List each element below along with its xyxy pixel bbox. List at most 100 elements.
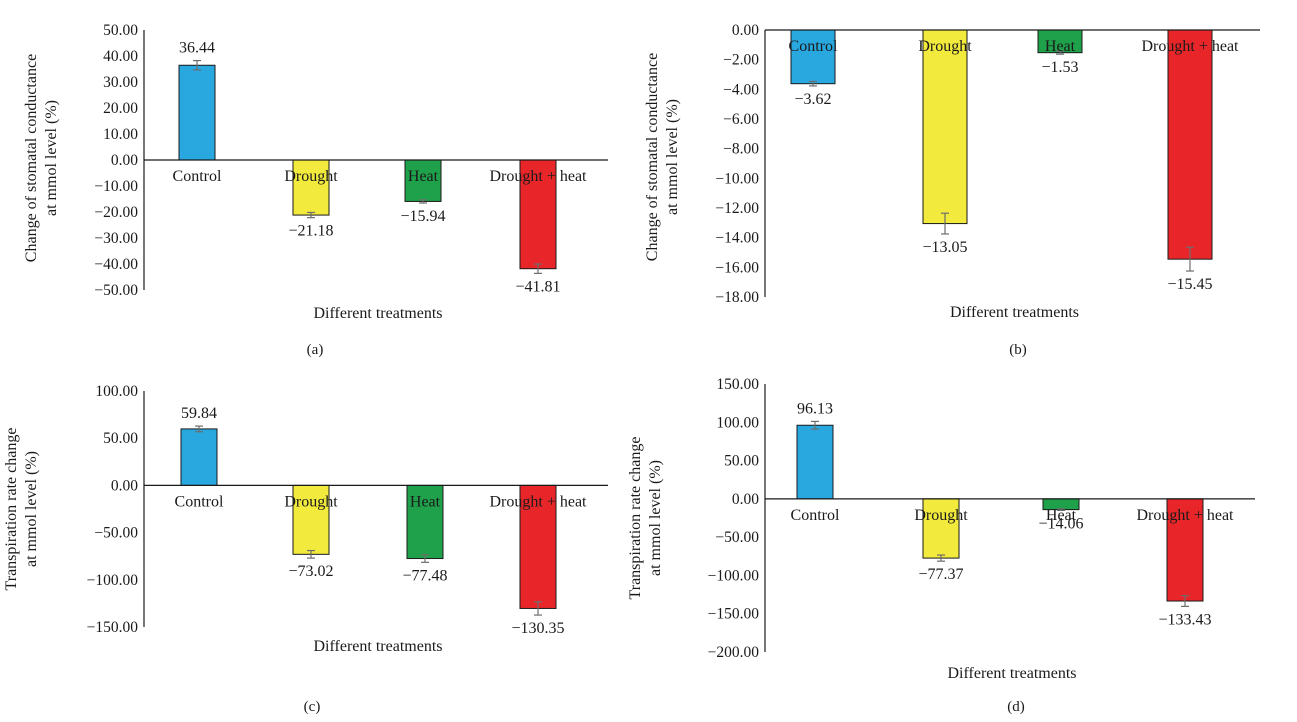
y-tick-label: −16.00 bbox=[715, 259, 759, 276]
y-tick-label: 50.00 bbox=[724, 453, 759, 470]
y-tick-label: −10.00 bbox=[715, 170, 759, 187]
y-tick-label: −40.00 bbox=[94, 256, 138, 273]
data-label: 59.84 bbox=[181, 405, 217, 422]
chart-panel-a: 50.00 40.00 30.00 20.00 10.00 0.00 −10.00 −20.0… bbox=[23, 22, 608, 358]
x-category-label: Control bbox=[175, 493, 224, 510]
x-axis-title: Different treatments bbox=[314, 638, 443, 655]
chart-panel-c: 100.00 50.00 0.00 −50.00 −100.00 −150.00 59.84… bbox=[3, 383, 608, 715]
y-tick-label: −2.00 bbox=[723, 52, 759, 69]
y-axis-title-line: at mmol level (%) bbox=[23, 451, 40, 567]
bar-heat bbox=[404, 159, 442, 202]
y-tick-label: −100.00 bbox=[87, 572, 139, 589]
y-axis-title-line: at mmol level (%) bbox=[647, 460, 664, 576]
panel-label: (b) bbox=[1009, 342, 1027, 358]
x-category-label: Heat bbox=[1046, 507, 1077, 524]
data-label: −130.35 bbox=[511, 620, 564, 637]
y-axis-title-line: Transpiration rate change bbox=[627, 437, 644, 600]
y-tick-label: 150.00 bbox=[716, 376, 759, 393]
panel-label: (c) bbox=[304, 699, 321, 715]
bar-control bbox=[178, 64, 216, 161]
x-axis-title: Different treatments bbox=[948, 665, 1077, 682]
data-label: −77.37 bbox=[918, 566, 963, 583]
bar-control bbox=[796, 424, 834, 500]
bar-drought-heat bbox=[519, 484, 557, 609]
y-tick-label: −200.00 bbox=[708, 644, 760, 661]
y-tick-label: −4.00 bbox=[723, 81, 759, 98]
y-axis-title: Transpiration rate change at mmol level (… bbox=[627, 437, 664, 600]
y-tick-label: 100.00 bbox=[95, 383, 138, 400]
y-tick-label: −50.00 bbox=[94, 525, 138, 542]
bar-control bbox=[180, 428, 218, 486]
data-label: 36.44 bbox=[179, 40, 215, 57]
bar-drought bbox=[922, 29, 968, 225]
y-axis-title-line: at mmol level (%) bbox=[43, 100, 60, 216]
y-tick-label: 50.00 bbox=[103, 430, 138, 447]
y-tick-label: −8.00 bbox=[723, 141, 759, 158]
x-category-label: Control bbox=[789, 38, 838, 55]
x-axis-title: Different treatments bbox=[314, 305, 443, 322]
y-tick-label: −12.00 bbox=[715, 200, 759, 217]
data-label: −3.62 bbox=[794, 91, 831, 108]
data-label: −13.05 bbox=[922, 239, 967, 256]
data-label: −1.53 bbox=[1041, 59, 1078, 76]
y-axis-title-line: Transpiration rate change bbox=[3, 428, 20, 591]
data-label: −15.45 bbox=[1167, 276, 1212, 293]
x-category-label: Drought bbox=[918, 38, 972, 55]
y-tick-label: 10.00 bbox=[103, 126, 138, 143]
x-category-label: Heat bbox=[408, 168, 439, 185]
data-label: −21.18 bbox=[288, 223, 333, 240]
x-category-label: Drought + heat bbox=[490, 168, 588, 185]
data-label: −15.94 bbox=[400, 208, 445, 225]
x-category-label: Control bbox=[791, 507, 840, 524]
panel-label: (a) bbox=[307, 342, 324, 358]
y-axis-title-line: Change of stomatal conductance bbox=[644, 53, 661, 261]
y-tick-label: −14.00 bbox=[715, 230, 759, 247]
y-tick-label: 0.00 bbox=[111, 477, 138, 494]
panel-label: (d) bbox=[1007, 699, 1025, 715]
x-category-label: Heat bbox=[410, 493, 441, 510]
y-tick-label: −10.00 bbox=[94, 178, 138, 195]
chart-panel-d: 150.00 100.00 50.00 0.00 −50.00 −100.00 −150.0… bbox=[627, 376, 1255, 715]
x-category-label: Heat bbox=[1045, 38, 1076, 55]
y-tick-label: 40.00 bbox=[103, 48, 138, 65]
y-tick-label: 0.00 bbox=[732, 22, 759, 39]
x-category-label: Drought bbox=[284, 168, 338, 185]
y-tick-label: −6.00 bbox=[723, 111, 759, 128]
y-tick-label: −150.00 bbox=[708, 606, 760, 623]
y-tick-label: −100.00 bbox=[708, 567, 760, 584]
y-tick-label: −50.00 bbox=[715, 529, 759, 546]
y-tick-label: −20.00 bbox=[94, 204, 138, 221]
data-label: −41.81 bbox=[515, 278, 560, 295]
x-category-label: Drought + heat bbox=[1142, 38, 1240, 55]
y-tick-label: 30.00 bbox=[103, 74, 138, 91]
x-category-label: Drought + heat bbox=[1137, 507, 1235, 524]
y-axis-title: Change of stomatal conductance at mmol le… bbox=[23, 54, 60, 262]
y-axis-title-line: Change of stomatal conductance bbox=[23, 54, 40, 262]
x-category-label: Drought bbox=[914, 507, 968, 524]
x-axis-title: Different treatments bbox=[950, 304, 1079, 321]
bar-drought-heat bbox=[1166, 498, 1204, 602]
y-axis-title: Transpiration rate change at mmol level (… bbox=[3, 428, 40, 591]
y-tick-label: −50.00 bbox=[94, 282, 138, 299]
y-tick-label: −18.00 bbox=[715, 289, 759, 306]
data-label: −133.43 bbox=[1158, 611, 1211, 628]
y-tick-label: −150.00 bbox=[87, 619, 139, 636]
y-tick-label: −30.00 bbox=[94, 230, 138, 247]
y-axis-title-line: at mmol level (%) bbox=[664, 99, 681, 215]
x-category-label: Drought + heat bbox=[490, 493, 588, 510]
bar-control bbox=[790, 29, 836, 85]
x-category-label: Drought bbox=[284, 493, 338, 510]
data-label: 96.13 bbox=[797, 400, 833, 417]
y-tick-label: 20.00 bbox=[103, 100, 138, 117]
y-tick-label: 100.00 bbox=[716, 414, 759, 431]
y-tick-label: 0.00 bbox=[111, 152, 138, 169]
data-label: −77.48 bbox=[402, 567, 447, 584]
y-tick-label: 50.00 bbox=[103, 22, 138, 39]
bar-drought-heat bbox=[1167, 29, 1213, 260]
data-label: −73.02 bbox=[288, 563, 333, 580]
data-label: −14.06 bbox=[1038, 515, 1083, 532]
chart-panel-b: 0.00 −2.00 −4.00 −6.00 −8.00 −10.00 −12.00 −14.… bbox=[644, 22, 1260, 358]
y-tick-label: 0.00 bbox=[732, 491, 759, 508]
x-category-label: Control bbox=[173, 168, 222, 185]
